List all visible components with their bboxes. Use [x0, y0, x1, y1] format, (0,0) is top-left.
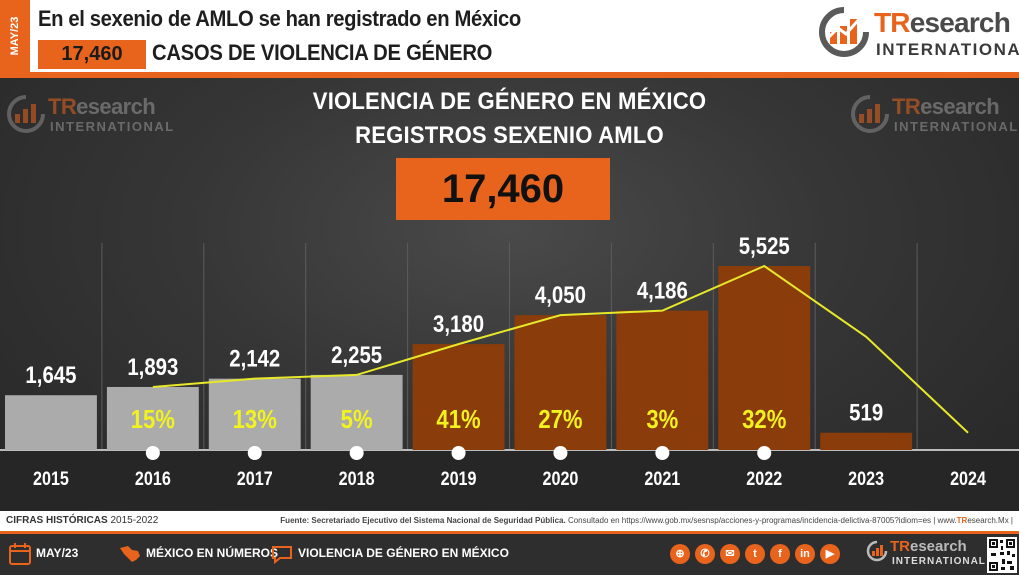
chart-title: VIOLENCIA DE GÉNERO EN MÉXICO — [312, 88, 707, 115]
calendar-icon — [9, 543, 31, 565]
headline: En el sexenio de AMLO se han registrado … — [38, 6, 521, 31]
header-divider — [0, 72, 1019, 78]
bar-2020 — [514, 315, 607, 450]
x-tick-label-2023: 2023 — [848, 468, 884, 490]
source-note: Fuente: Secretariado Ejecutivo del Siste… — [280, 516, 1013, 525]
year-marker-dot-2022 — [757, 446, 772, 460]
mail-icon[interactable]: ✉ — [720, 544, 740, 564]
year-marker-dot-2018 — [349, 446, 364, 460]
date-label: MAY/23 — [9, 16, 21, 56]
watermark-mark-icon — [7, 95, 45, 133]
footer-bar: MAY/23 MÉXICO EN NÚMEROS VIOLENCIA DE GÉ… — [0, 531, 1019, 575]
watermark-logo-left: TResearch INTERNATIONAL — [6, 94, 173, 140]
pct-change-label-2020: 27% — [538, 405, 582, 434]
chart: 1,645 2015 1,893 2016 2,142 2017 2,255 2018 3,18… — [0, 232, 1019, 510]
footer-link-violencia-genero[interactable]: VIOLENCIA DE GÉNERO EN MÉXICO — [298, 546, 509, 560]
bar-2017 — [208, 378, 301, 450]
x-tick-label-2016: 2016 — [135, 468, 171, 490]
year-marker-dot-2021 — [655, 446, 670, 460]
x-tick-label-2022: 2022 — [746, 468, 782, 490]
x-tick-label-2017: 2017 — [237, 468, 273, 490]
x-tick-label-2024: 2024 — [950, 468, 986, 490]
historic-note: CIFRAS HISTÓRICAS 2015-2022 — [6, 515, 159, 526]
brand-tagline: INTERNATIONAL — [876, 40, 1019, 59]
total-badge: 17,460 — [38, 40, 146, 69]
footer-brand-logo[interactable]: TResearch INTERNATIONAL — [866, 538, 985, 574]
value-label-2020: 4,050 — [535, 282, 586, 309]
bar-2021 — [616, 310, 709, 450]
pct-change-label-2017: 13% — [233, 405, 277, 434]
pct-change-label-2018: 5% — [341, 405, 373, 434]
year-marker-dot-2020 — [553, 446, 568, 460]
year-marker-dot-2017 — [247, 446, 262, 460]
web-icon[interactable]: ⊕ — [670, 544, 690, 564]
brand-mark-icon — [819, 7, 869, 57]
qr-code-icon[interactable] — [987, 537, 1017, 573]
chart-panel: 1,645 2015 1,893 2016 2,142 2017 2,255 2018 3,18… — [0, 78, 1019, 511]
value-label-2022: 5,525 — [739, 232, 790, 259]
subheadline: CASOS DE VIOLENCIA DE GÉNERO — [152, 40, 493, 65]
brand-wordmark: TResearch — [874, 7, 1011, 38]
x-tick-label-2020: 2020 — [542, 468, 578, 490]
pct-change-label-2022: 32% — [742, 405, 786, 434]
value-label-2016: 1,893 — [127, 353, 178, 380]
pct-change-label-2019: 41% — [436, 405, 480, 434]
year-marker-dot-2016 — [145, 446, 160, 460]
bar-2016 — [106, 386, 199, 450]
trend-line — [152, 264, 969, 434]
value-label-2021: 4,186 — [637, 277, 688, 304]
value-label-2018: 2,255 — [331, 341, 382, 368]
value-label-2019: 3,180 — [433, 311, 484, 338]
footer-link-mexico-en-numeros[interactable]: MÉXICO EN NÚMEROS — [146, 546, 279, 560]
brand-logo[interactable]: TResearch INTERNATIONAL — [818, 6, 1019, 66]
phone-icon[interactable]: ✆ — [695, 544, 715, 564]
value-label-2017: 2,142 — [229, 345, 280, 372]
pct-change-label-2016: 15% — [131, 405, 175, 434]
value-label-2015: 1,645 — [25, 362, 76, 389]
bar-2023 — [820, 432, 913, 450]
facebook-icon[interactable]: f — [770, 544, 790, 564]
source-bar: CIFRAS HISTÓRICAS 2015-2022 Fuente: Secr… — [0, 511, 1019, 531]
header: MAY/23 En el sexenio de AMLO se han regi… — [0, 0, 1019, 72]
watermark-mark-icon — [851, 95, 889, 133]
bar-2022 — [718, 266, 811, 450]
linkedin-icon[interactable]: in — [795, 544, 815, 564]
x-tick-label-2019: 2019 — [441, 468, 477, 490]
x-tick-label-2021: 2021 — [644, 468, 680, 490]
x-tick-label-2015: 2015 — [33, 468, 69, 490]
watermark-logo-right: TResearch INTERNATIONAL — [850, 94, 1017, 140]
x-tick-label-2018: 2018 — [339, 468, 375, 490]
mexico-map-icon — [120, 546, 140, 562]
speech-bubble-icon — [272, 546, 292, 565]
bar-2018 — [310, 374, 403, 450]
footer-brand-mark-icon — [866, 540, 888, 562]
pct-change-label-2021: 3% — [646, 405, 678, 434]
twitter-icon[interactable]: t — [745, 544, 765, 564]
year-marker-dot-2019 — [451, 446, 466, 460]
chart-subtitle: REGISTROS SEXENIO AMLO — [355, 122, 664, 149]
chart-total-box: 17,460 — [396, 158, 610, 220]
date-strip: MAY/23 — [0, 0, 30, 72]
bar-2015 — [5, 395, 97, 450]
value-label-2023: 519 — [849, 399, 883, 426]
bar-2019 — [412, 344, 505, 450]
footer-date: MAY/23 — [36, 546, 79, 560]
x-axis-strip — [0, 450, 1019, 510]
youtube-icon[interactable]: ▶ — [820, 544, 840, 564]
